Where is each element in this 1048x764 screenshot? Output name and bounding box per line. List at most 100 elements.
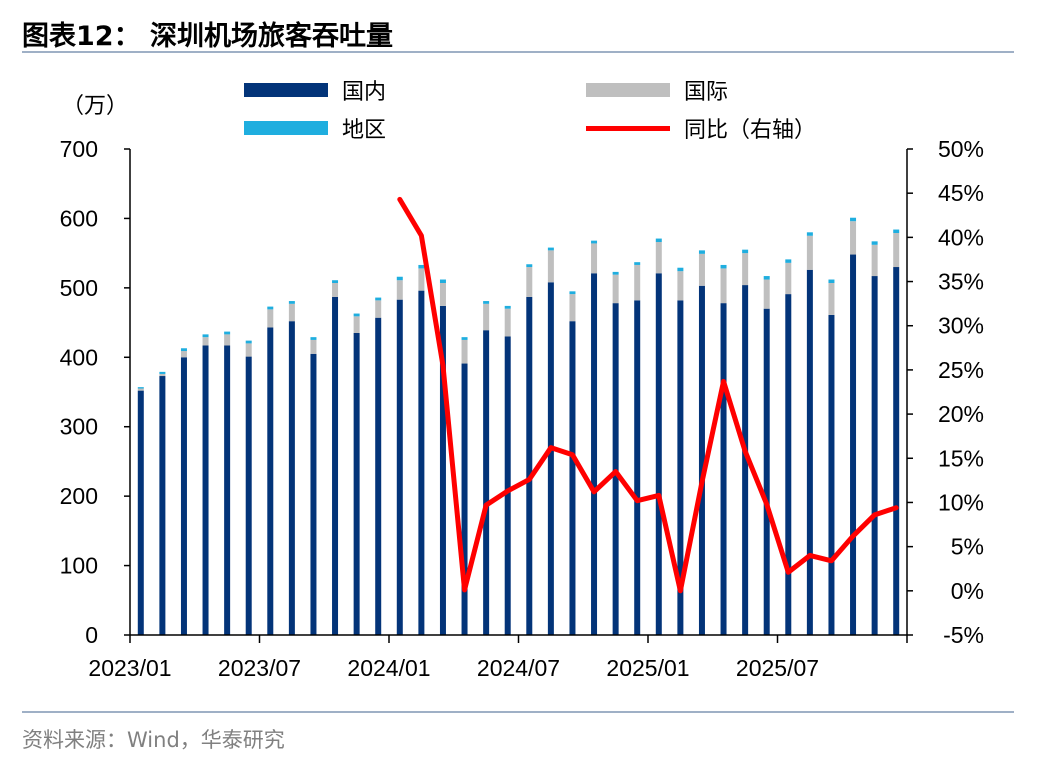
x-tick-label-2024/07: 2024/07 [477, 655, 560, 681]
right-tick-label--5%: -5% [943, 622, 984, 648]
bar-domestic-2024/04 [461, 363, 468, 635]
bar-regional-2024/10 [591, 240, 598, 244]
legend-item-domestic: 国内 [244, 78, 386, 105]
bar-domestic-2024/02 [418, 290, 425, 635]
bar-international-2025/07 [785, 262, 792, 295]
x-tick-label-2025/01: 2025/01 [606, 655, 689, 681]
bar-domestic-2024/12 [634, 300, 641, 635]
right-tick-label-40%: 40% [938, 224, 984, 250]
x-tick-label-2023/01: 2023/01 [88, 655, 171, 681]
legend-item-yoy: 同比（右轴） [586, 116, 816, 143]
bar-regional-2024/09 [569, 291, 576, 295]
bar-domestic-2024/10 [591, 273, 598, 635]
page-title: 图表12： 深圳机场旅客吞吐量 [22, 21, 393, 52]
bar-international-2024/01 [396, 280, 403, 300]
legend-item-regional: 地区 [244, 116, 386, 143]
bar-regional-2025/12 [893, 229, 900, 234]
bar-domestic-2024/09 [569, 321, 576, 635]
bar-domestic-2025/06 [763, 308, 770, 635]
bar-international-2024/06 [504, 308, 511, 337]
bar-domestic-2025/05 [742, 285, 749, 635]
bar-regional-2023/11 [353, 313, 360, 317]
bar-domestic-2023/03 [180, 357, 187, 635]
bar-international-2024/09 [569, 294, 576, 322]
bar-regional-2023/06 [245, 340, 252, 344]
bar-international-2023/11 [353, 316, 360, 333]
bar-domestic-2024/03 [439, 305, 446, 635]
bar-domestic-2025/03 [698, 285, 705, 635]
source-rule [22, 711, 1014, 713]
bar-international-2025/11 [871, 244, 878, 277]
bar-domestic-2023/07 [267, 327, 274, 635]
bar-international-2025/06 [763, 279, 770, 309]
bar-regional-2024/11 [612, 271, 619, 275]
bar-regional-2025/10 [850, 217, 857, 222]
bar-international-2023/09 [310, 339, 317, 354]
bar-domestic-2023/06 [245, 356, 252, 635]
bar-domestic-2025/12 [893, 267, 900, 635]
bar-regional-2025/04 [720, 264, 727, 269]
bar-domestic-2024/07 [526, 296, 533, 635]
bar-regional-2023/07 [267, 306, 274, 310]
bar-international-2023/07 [267, 309, 274, 328]
bar-domestic-2025/08 [806, 269, 813, 635]
bar-domestic-2024/06 [504, 336, 511, 635]
legend-swatch-international [586, 83, 670, 97]
bar-international-2025/03 [698, 253, 705, 286]
series-line-yoy [397, 196, 899, 594]
bar-international-2024/04 [461, 339, 468, 364]
left-tick-label-400: 400 [60, 344, 98, 370]
legend-item-international: 国际 [586, 78, 728, 105]
bar-domestic-2025/01 [655, 273, 662, 635]
bar-regional-2024/07 [526, 264, 533, 268]
bar-regional-2025/08 [806, 232, 813, 236]
left-tick-label-600: 600 [60, 205, 98, 231]
bar-regional-2023/05 [224, 331, 231, 335]
bar-international-2023/05 [224, 334, 231, 346]
bar-domestic-2025/02 [677, 300, 684, 635]
bar-regional-2024/02 [418, 264, 425, 269]
legend-label-yoy: 同比（右轴） [684, 118, 817, 143]
bar-regional-2025/03 [698, 250, 705, 254]
right-tick-label-50%: 50% [938, 136, 984, 162]
x-tick-label-2023/07: 2023/07 [218, 655, 301, 681]
bar-international-2023/08 [288, 303, 295, 322]
bar-regional-2024/12 [634, 262, 641, 265]
right-tick-label-15%: 15% [938, 445, 984, 471]
bar-regional-2023/08 [288, 301, 295, 304]
bar-regional-2025/06 [763, 276, 770, 280]
x-tick-label-2025/07: 2025/07 [736, 655, 819, 681]
right-tick-label-10%: 10% [938, 489, 984, 515]
x-tick-label-2024/01: 2024/01 [347, 655, 430, 681]
right-tick-label-35%: 35% [938, 269, 984, 295]
bar-international-2023/03 [180, 351, 187, 358]
legend-swatch-domestic [244, 83, 328, 97]
bar-international-2023/02 [159, 373, 166, 377]
bar-regional-2023/03 [180, 348, 187, 352]
bar-regional-2023/10 [332, 280, 339, 283]
bar-domestic-2025/11 [871, 276, 878, 635]
bar-international-2025/01 [655, 242, 662, 274]
bar-international-2025/02 [677, 271, 684, 301]
bar-domestic-2024/08 [547, 282, 554, 635]
bar-regional-2024/06 [504, 305, 511, 309]
bar-domestic-2023/05 [224, 345, 231, 635]
legend-label-international: 国际 [684, 80, 729, 105]
bar-international-2025/04 [720, 268, 727, 304]
bar-international-2025/10 [850, 221, 857, 255]
bar-domestic-2025/09 [828, 314, 835, 635]
bar-domestic-2024/01 [396, 299, 403, 635]
source-note: 资料来源：Wind，华泰研究 [22, 728, 285, 752]
bar-regional-2025/01 [655, 238, 662, 243]
right-tick-label-25%: 25% [938, 357, 984, 383]
bar-international-2025/09 [828, 283, 835, 315]
bar-domestic-2023/12 [375, 317, 382, 635]
legend-swatch-yoy [586, 125, 670, 131]
bar-regional-2025/07 [785, 259, 792, 263]
bar-international-2025/12 [893, 233, 900, 268]
bar-regional-2024/01 [396, 276, 403, 281]
bar-international-2023/06 [245, 343, 252, 357]
left-axis-unit: （万） [62, 94, 129, 119]
bar-international-2024/02 [418, 268, 425, 291]
